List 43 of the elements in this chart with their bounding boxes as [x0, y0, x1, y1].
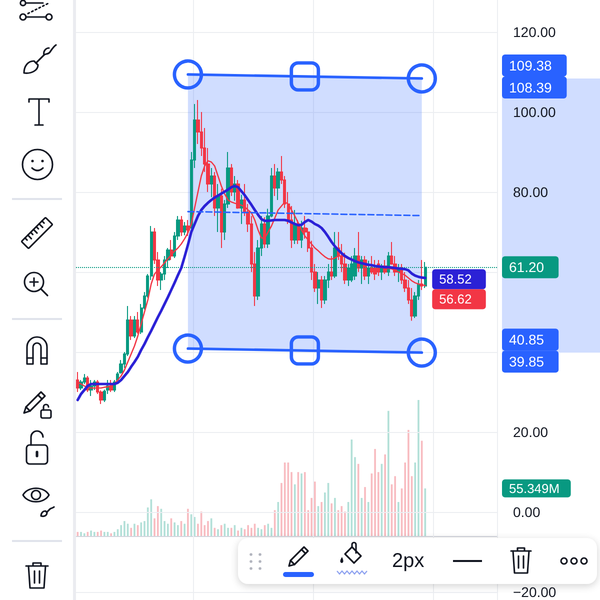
candlestick	[317, 272, 320, 304]
y-tick-label: 100.00	[513, 104, 556, 120]
point	[406, 63, 438, 94]
text: 39.85	[509, 354, 544, 370]
point	[172, 333, 204, 364]
candlestick	[373, 260, 377, 280]
ref-line-label: 61.20	[509, 259, 544, 276]
point	[290, 61, 320, 92]
candlestick	[320, 276, 323, 308]
text: 108.39	[509, 79, 552, 96]
annotation: 2px	[392, 549, 424, 574]
point	[290, 335, 320, 366]
candlestick	[240, 194, 243, 224]
candlestick	[170, 240, 173, 260]
data-label: 56.62	[439, 292, 472, 307]
candlestick	[273, 164, 276, 196]
y-tick-label: 80.00	[513, 184, 548, 200]
candlestick	[293, 210, 297, 244]
line-series	[76, 184, 426, 402]
data-label: 58.52	[439, 272, 472, 287]
candlestick	[420, 260, 423, 290]
candlestick	[129, 316, 133, 340]
y-tick-label: 0.00	[513, 504, 540, 520]
candlestick	[263, 216, 266, 248]
candlestick	[216, 184, 220, 232]
y-tick-label: 20.00	[513, 424, 548, 440]
y-tick-label: −20.00	[513, 584, 556, 600]
candlestick	[183, 222, 186, 236]
candlestick	[186, 220, 190, 236]
candlestick	[180, 216, 183, 236]
candlestick	[276, 168, 280, 200]
candlestick	[330, 256, 333, 280]
candlestick	[136, 312, 139, 334]
point	[172, 59, 204, 90]
candlestick	[213, 172, 216, 216]
candlestick	[220, 188, 223, 248]
y-tick-label: 120.00	[513, 24, 556, 40]
text: 55.349M	[509, 480, 560, 496]
candlestick	[210, 168, 213, 198]
point	[406, 337, 438, 368]
candlestick	[133, 316, 136, 338]
text: 40.85	[509, 332, 544, 348]
text: 109.38	[509, 57, 552, 74]
